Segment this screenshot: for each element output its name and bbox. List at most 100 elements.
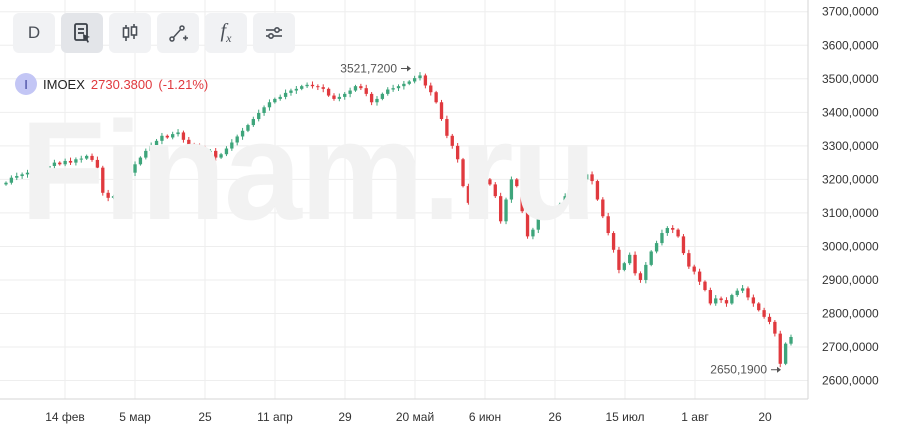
candle-body: [563, 196, 567, 205]
candle-body: [724, 300, 729, 304]
candle-body: [515, 179, 519, 187]
candle-body: [133, 164, 137, 173]
candle-body: [681, 236, 686, 254]
settings-button[interactable]: [253, 13, 295, 53]
x-tick-label: 14 фев: [45, 410, 85, 424]
candle-body: [649, 251, 653, 265]
candle-body: [305, 84, 309, 87]
candle-body: [41, 167, 46, 171]
candle-body: [423, 75, 428, 86]
y-tick-label: 3400,0000: [822, 105, 879, 119]
drawing-tools-button[interactable]: [157, 13, 199, 53]
x-tick-label: 29: [338, 410, 352, 424]
notes-button[interactable]: [61, 13, 103, 53]
sliders-icon: [266, 27, 282, 40]
candle-body: [106, 192, 110, 198]
period-button[interactable]: D: [13, 13, 55, 53]
candle-body: [176, 132, 180, 135]
chart-type-button[interactable]: [109, 13, 151, 53]
candle-body: [778, 333, 782, 364]
candle-body: [160, 135, 164, 141]
candle-body: [63, 160, 67, 165]
candle-body: [660, 233, 664, 244]
candle-body: [617, 249, 621, 270]
candle-body: [611, 233, 616, 250]
candle-body: [165, 135, 169, 138]
candle-body: [154, 140, 159, 146]
candle-body: [31, 169, 35, 173]
candle-body: [606, 216, 610, 234]
candle-body: [391, 88, 395, 90]
x-tick-label: 1 авг: [681, 410, 709, 424]
candle-body: [257, 112, 261, 120]
document-cursor-icon: [74, 23, 90, 43]
candle-body: [574, 187, 578, 193]
candle-body: [590, 174, 594, 182]
candle-body: [36, 169, 40, 171]
price-annotation: 2650,1900: [710, 363, 767, 377]
x-tick-label: 20: [758, 410, 772, 424]
candle-body: [353, 86, 358, 91]
fx-label: f: [220, 20, 227, 42]
candle-body: [746, 288, 750, 298]
x-tick-label: 20 май: [396, 410, 434, 424]
candle-body: [235, 136, 239, 143]
price-change: (-1.21%): [158, 76, 209, 92]
symbol-name[interactable]: IMOEX: [43, 76, 85, 92]
x-tick-label: 11 апр: [257, 410, 293, 424]
candle-body: [482, 176, 487, 180]
candle-body: [461, 159, 465, 187]
candle-body: [628, 254, 632, 264]
candle-body: [714, 298, 718, 304]
candle-body: [111, 196, 116, 198]
candle-body: [552, 209, 557, 212]
candle-body: [20, 174, 24, 177]
candle-body: [558, 204, 562, 212]
x-tick-label: 6 июн: [469, 410, 501, 424]
y-tick-label: 3700,0000: [822, 5, 879, 19]
candle-body: [665, 228, 670, 234]
candle-body: [429, 85, 433, 93]
candle-body: [84, 155, 89, 159]
candle-body: [337, 96, 342, 99]
candle-body: [138, 157, 143, 165]
period-label: D: [27, 23, 41, 42]
grid: [0, 0, 808, 399]
candle-body: [149, 145, 153, 151]
candle-body: [74, 159, 78, 163]
candle-body: [251, 119, 255, 126]
candle-body: [520, 186, 524, 212]
candle-body: [542, 207, 546, 218]
candle-body: [622, 263, 626, 270]
candle-body: [171, 134, 175, 138]
candle-body: [192, 144, 196, 146]
candle-body: [767, 316, 772, 322]
candle-body: [25, 172, 30, 175]
candle-body: [509, 179, 514, 200]
candle-body: [498, 196, 503, 222]
x-tick-label: 25: [198, 410, 212, 424]
x-tick-label: 5 мар: [119, 410, 151, 424]
candle-body: [504, 199, 508, 222]
candle-body: [445, 119, 449, 136]
candle-body: [326, 88, 331, 96]
candle-body: [9, 177, 14, 183]
candle-body: [294, 88, 299, 91]
candle-body: [687, 253, 691, 267]
candle-body: [547, 207, 551, 210]
candle-body: [283, 92, 288, 97]
candle-body: [396, 86, 401, 89]
candle-body: [708, 290, 713, 304]
candle-body: [262, 107, 266, 113]
annotation-arrowhead: [407, 65, 411, 72]
candle-body: [676, 229, 680, 237]
candle-body: [654, 243, 659, 252]
candle-body: [144, 150, 148, 158]
fx-sub: x: [226, 31, 232, 45]
candle-body: [579, 179, 583, 188]
y-tick-label: 2600,0000: [822, 374, 879, 388]
symbol-badge[interactable]: I: [15, 73, 37, 95]
y-tick-label: 2800,0000: [822, 307, 879, 321]
indicators-button[interactable]: fx: [205, 13, 247, 53]
